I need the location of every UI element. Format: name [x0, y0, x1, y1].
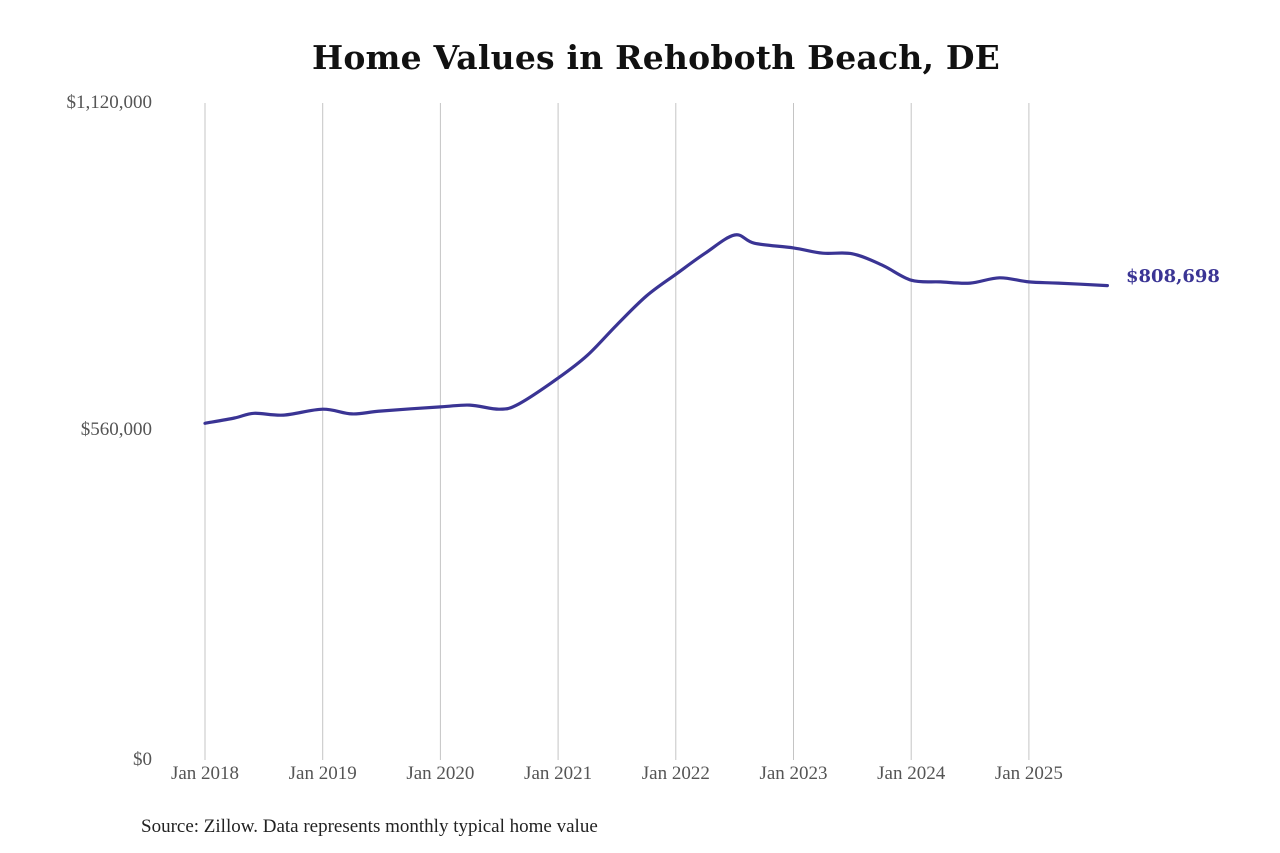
x-tick-label: Jan 2020 — [406, 763, 475, 784]
x-tick-label: Jan 2023 — [759, 763, 828, 784]
y-tick-zero: $0 — [133, 749, 152, 770]
home-value-line — [203, 233, 1109, 425]
latest-value-label: $808,698 — [1126, 266, 1220, 287]
x-tick-label: Jan 2025 — [994, 763, 1063, 784]
source-note: Source: Zillow. Data represents monthly … — [141, 816, 598, 837]
y-tick-max: $1,120,000 — [66, 92, 153, 113]
x-tick-label: Jan 2019 — [288, 763, 357, 784]
vertical-gridlines — [204, 103, 1030, 760]
x-tick-label: Jan 2024 — [877, 763, 946, 784]
chart-title: Home Values in Rehoboth Beach, DE — [311, 38, 1001, 77]
x-tick-label: Jan 2022 — [641, 763, 710, 784]
x-tick-label: Jan 2018 — [170, 763, 240, 784]
y-tick-mid: $560,000 — [80, 419, 152, 440]
x-tick-label: Jan 2021 — [524, 763, 593, 784]
